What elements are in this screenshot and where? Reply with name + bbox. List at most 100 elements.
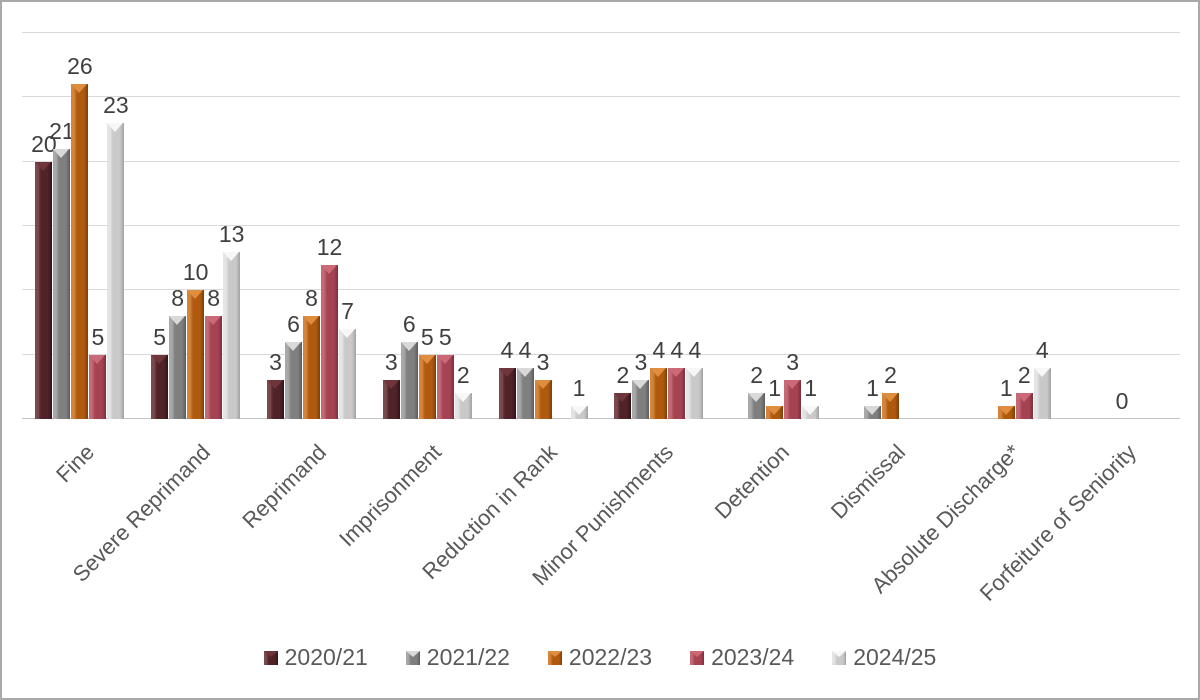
category-label: Detention: [709, 439, 794, 524]
bar-slot: 2: [614, 33, 632, 419]
value-label: 10: [182, 259, 209, 286]
bar-slot: 5: [436, 33, 454, 419]
gridline-10: [22, 289, 1180, 291]
bar-slot: 4: [498, 33, 516, 419]
bar: [436, 354, 454, 419]
legend-marker-bevel: [263, 650, 278, 657]
bar: [35, 161, 53, 419]
legend-item: 2021/22: [405, 644, 510, 670]
bar-slot: 1: [766, 33, 784, 419]
bar-bevel: [802, 406, 819, 416]
bar-slot: 3: [382, 33, 400, 419]
bar-slot: 4: [516, 33, 534, 419]
bar-bevel: [53, 148, 70, 158]
legend-label: 2022/23: [568, 644, 653, 670]
value-label: 2: [456, 362, 470, 389]
bar: [382, 380, 400, 419]
bar-bevel: [454, 393, 471, 403]
bar-slot: 21: [49, 33, 75, 419]
value-label: 5: [153, 323, 167, 350]
bar: [668, 367, 686, 419]
value-label: 4: [688, 336, 702, 363]
legend-label: 2024/25: [853, 644, 937, 670]
value-label: 2: [884, 362, 897, 389]
bar-slot: 3: [632, 33, 650, 419]
bar: [1015, 393, 1033, 419]
bar-bevel: [686, 367, 703, 377]
bar: [534, 380, 552, 419]
bar-bevel: [614, 393, 631, 403]
bar-slot: 10: [183, 33, 208, 419]
value-label: 7: [341, 297, 354, 324]
category-label: Reprimand: [236, 439, 331, 534]
gridline-15: [22, 225, 1180, 226]
gridline-0: [22, 418, 1180, 419]
bar-slot: 1: [863, 33, 881, 419]
bar: [302, 316, 320, 419]
bar-slot: 8: [205, 33, 223, 419]
legend-marker-bevel: [832, 650, 847, 657]
bar-bevel: [205, 316, 222, 326]
legend: 2020/21 2021/22 2022/23 2023/24 2024/25: [2, 646, 1198, 669]
bar-groups: 20 21 26 5 23 5 8 10 8 13 3 6 8 12 7 3 6 5 5 2 4 4 3 1 2 3 4 4 4 2 1 3 1…: [22, 33, 1180, 419]
value-label: 21: [49, 117, 75, 144]
bar: [187, 290, 205, 419]
value-label: 8: [171, 285, 185, 312]
bar: [802, 406, 820, 419]
value-label: 4: [670, 336, 684, 363]
bar-bevel: [107, 123, 124, 133]
value-label: 4: [1035, 336, 1049, 363]
legend-label: 2020/21: [284, 644, 368, 670]
bar: [498, 367, 516, 419]
bar-group: 0: [1064, 33, 1180, 419]
bar: [89, 354, 107, 419]
bar-slot: 23: [103, 33, 129, 419]
bar-slot: 5: [89, 33, 107, 419]
bar-group: 20 21 26 5 23: [22, 33, 138, 419]
legend-item: 2020/21: [263, 644, 368, 670]
value-label: 4: [652, 336, 666, 363]
gridline-25: [22, 96, 1180, 98]
bar: [284, 341, 302, 419]
bar-bevel: [71, 84, 88, 94]
bar-bevel: [320, 264, 337, 274]
bar-slot: 8: [169, 33, 187, 419]
bar: [107, 123, 125, 419]
bar: [686, 367, 704, 419]
bar-bevel: [650, 367, 667, 377]
legend-label: 2023/24: [711, 644, 795, 670]
bar: [454, 393, 472, 419]
gridline-5: [22, 353, 1180, 355]
bar: [863, 406, 881, 419]
bar-group: 3 6 8 12 7: [254, 33, 370, 419]
bar-bevel: [668, 367, 685, 377]
bar-slot: 7: [338, 33, 356, 419]
bar-bevel: [570, 406, 587, 416]
bar: [205, 316, 223, 419]
bar: [1033, 367, 1051, 419]
value-label: 20: [31, 130, 57, 157]
bar-bevel: [997, 406, 1014, 416]
gridline-20: [22, 160, 1180, 162]
value-label: 1: [999, 375, 1013, 402]
bar-slot: 4: [686, 33, 704, 419]
bar: [338, 328, 356, 419]
legend-label: 2021/22: [426, 644, 510, 670]
legend-marker: [405, 650, 420, 665]
bar-bevel: [766, 406, 783, 416]
value-label: 5: [91, 323, 105, 350]
bar: [223, 251, 241, 419]
value-label: 5: [420, 323, 434, 350]
bar-group: 5 8 10 8 13: [138, 33, 254, 419]
bar-slot: 2: [748, 33, 766, 419]
bar: [53, 148, 71, 419]
value-label: 2: [616, 362, 630, 389]
bar: [784, 380, 802, 419]
bar: [266, 380, 284, 419]
value-label: 6: [402, 310, 416, 337]
